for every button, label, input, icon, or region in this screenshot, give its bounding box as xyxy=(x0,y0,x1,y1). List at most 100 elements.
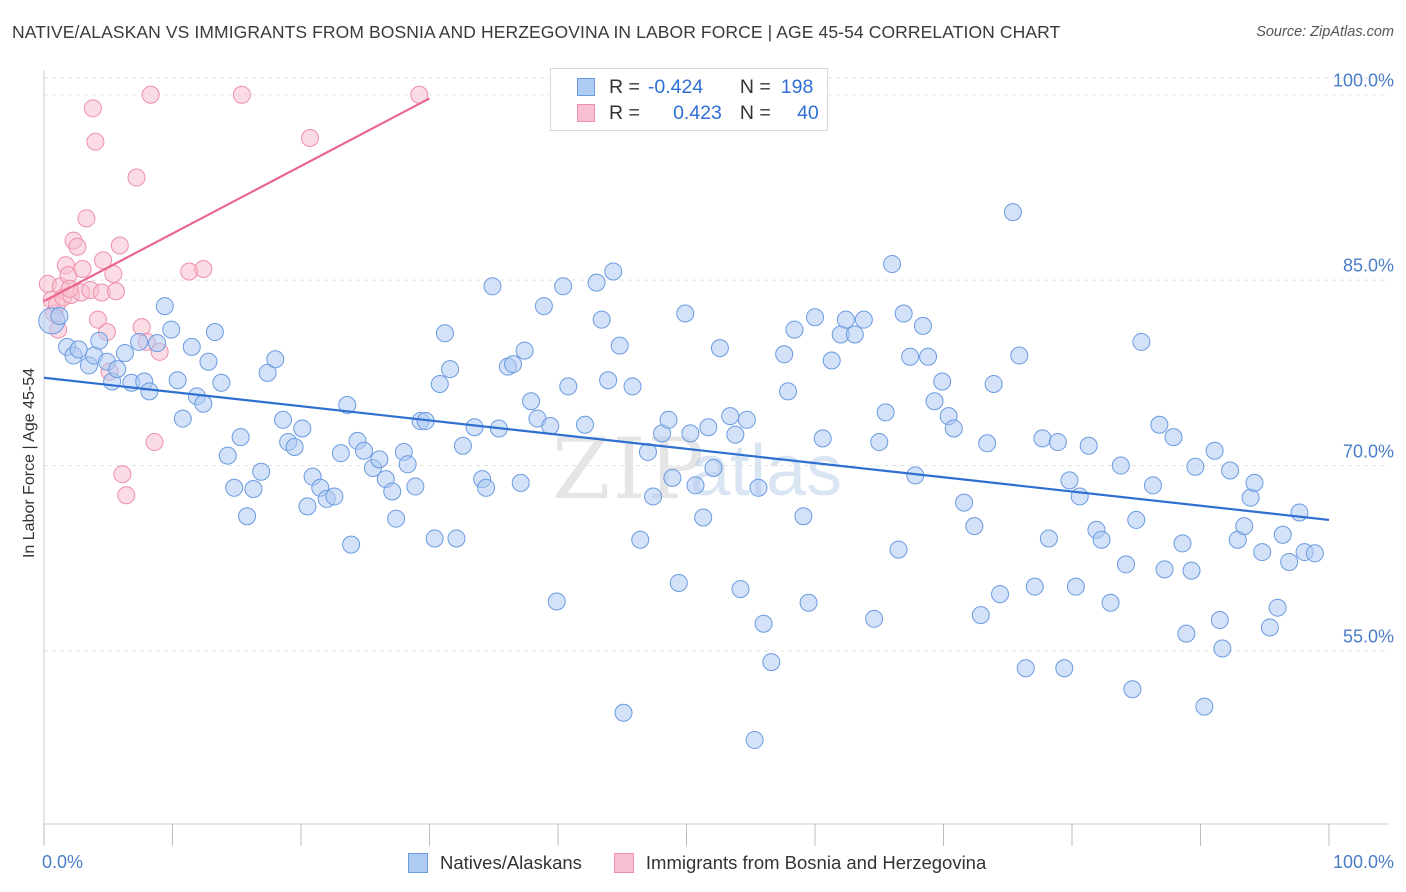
natives-point xyxy=(779,382,798,401)
natives-point xyxy=(212,373,231,392)
natives-point xyxy=(534,297,553,316)
legend-row-immigrants: R = 0.423 N = 40 xyxy=(577,101,819,125)
natives-point xyxy=(168,371,187,390)
natives-point xyxy=(511,473,530,492)
natives-point xyxy=(559,377,578,396)
immigrants-point xyxy=(194,260,213,279)
natives-point xyxy=(1164,428,1183,447)
natives-point xyxy=(1033,429,1052,448)
natives-point xyxy=(676,304,695,323)
immigrants-point xyxy=(86,132,105,151)
series-swatch-immigrants xyxy=(613,853,634,873)
natives-point xyxy=(244,480,263,499)
natives-point xyxy=(704,459,723,478)
natives-point xyxy=(547,592,566,611)
natives-point xyxy=(1235,517,1254,536)
natives-point xyxy=(686,476,705,495)
series-swatch-natives xyxy=(408,853,428,873)
natives-point xyxy=(115,344,134,363)
source-label[interactable]: Source: ZipAtlas.com xyxy=(1256,24,1394,40)
natives-point xyxy=(822,351,841,370)
natives-point xyxy=(1132,332,1151,351)
natives-point xyxy=(465,418,484,437)
natives-point xyxy=(775,345,794,364)
natives-point xyxy=(148,334,167,353)
natives-point xyxy=(614,703,633,722)
natives-point xyxy=(575,415,594,434)
natives-point xyxy=(205,323,224,342)
immigrants-point xyxy=(113,465,132,484)
natives-point xyxy=(631,530,650,549)
natives-point xyxy=(231,428,250,447)
natives-point xyxy=(194,394,213,413)
natives-point xyxy=(1155,560,1174,579)
natives-point xyxy=(1195,697,1214,716)
natives-point xyxy=(1173,534,1192,553)
natives-point xyxy=(522,392,541,411)
natives-point xyxy=(1092,530,1111,549)
x-tick-label-100: 100.0% xyxy=(1332,852,1394,872)
natives-point xyxy=(218,446,237,465)
natives-point xyxy=(870,433,889,452)
immigrants-point xyxy=(141,85,160,104)
natives-point xyxy=(599,371,618,390)
natives-point xyxy=(504,355,523,374)
natives-point xyxy=(162,320,181,339)
natives-point xyxy=(731,580,750,599)
series-label-natives: Natives/Alaskans xyxy=(440,852,582,873)
natives-point xyxy=(298,497,317,516)
natives-point xyxy=(681,424,700,443)
natives-point xyxy=(199,352,218,371)
natives-point xyxy=(854,310,873,329)
series-legend-immigrants[interactable]: Immigrants from Bosnia and Herzegovina xyxy=(613,852,987,874)
natives-point xyxy=(1177,624,1196,643)
natives-point xyxy=(694,508,713,527)
immigrants-point xyxy=(300,128,319,147)
natives-point xyxy=(1260,618,1279,637)
immigrants-point xyxy=(73,260,92,279)
natives-point xyxy=(1003,203,1022,222)
natives-point xyxy=(1305,544,1324,563)
natives-point xyxy=(749,478,768,497)
natives-point xyxy=(785,320,804,339)
natives-point xyxy=(225,478,244,497)
natives-point xyxy=(699,418,718,437)
legend-row-natives: R = -0.424 N = 198 xyxy=(577,75,813,99)
natives-point xyxy=(90,331,109,350)
natives-point xyxy=(806,308,824,327)
series-legend: Natives/Alaskans Immigrants from Bosnia … xyxy=(408,852,1018,874)
y-tick-label: 55.0% xyxy=(1342,626,1394,647)
immigrants-point xyxy=(117,486,136,505)
natives-point xyxy=(1273,525,1292,544)
natives-point xyxy=(638,442,657,461)
natives-point xyxy=(978,434,997,453)
natives-point xyxy=(1205,441,1224,460)
natives-point xyxy=(342,535,361,554)
legend-n-value: 40 xyxy=(797,101,819,124)
series-label-immigrants: Immigrants from Bosnia and Herzegovina xyxy=(645,852,987,873)
natives-point xyxy=(1060,471,1079,490)
natives-point xyxy=(383,482,402,501)
natives-point xyxy=(1123,680,1142,699)
natives-point xyxy=(1143,476,1162,495)
natives-point xyxy=(398,455,417,474)
series-legend-natives[interactable]: Natives/Alaskans xyxy=(408,852,582,874)
natives-point xyxy=(1210,611,1229,630)
natives-point xyxy=(1268,598,1287,617)
natives-point xyxy=(130,332,149,351)
natives-point xyxy=(1150,415,1169,434)
natives-point xyxy=(721,407,740,426)
natives-point xyxy=(370,450,389,469)
natives-point xyxy=(406,477,425,496)
natives-point xyxy=(1186,457,1205,476)
natives-point xyxy=(1048,433,1067,452)
natives-point xyxy=(726,425,745,444)
natives-point xyxy=(1025,577,1044,596)
natives-point xyxy=(883,255,902,274)
natives-point xyxy=(430,374,449,393)
natives-point xyxy=(1241,488,1260,507)
natives-point xyxy=(955,493,974,512)
natives-point xyxy=(173,409,192,428)
natives-point xyxy=(293,419,312,438)
